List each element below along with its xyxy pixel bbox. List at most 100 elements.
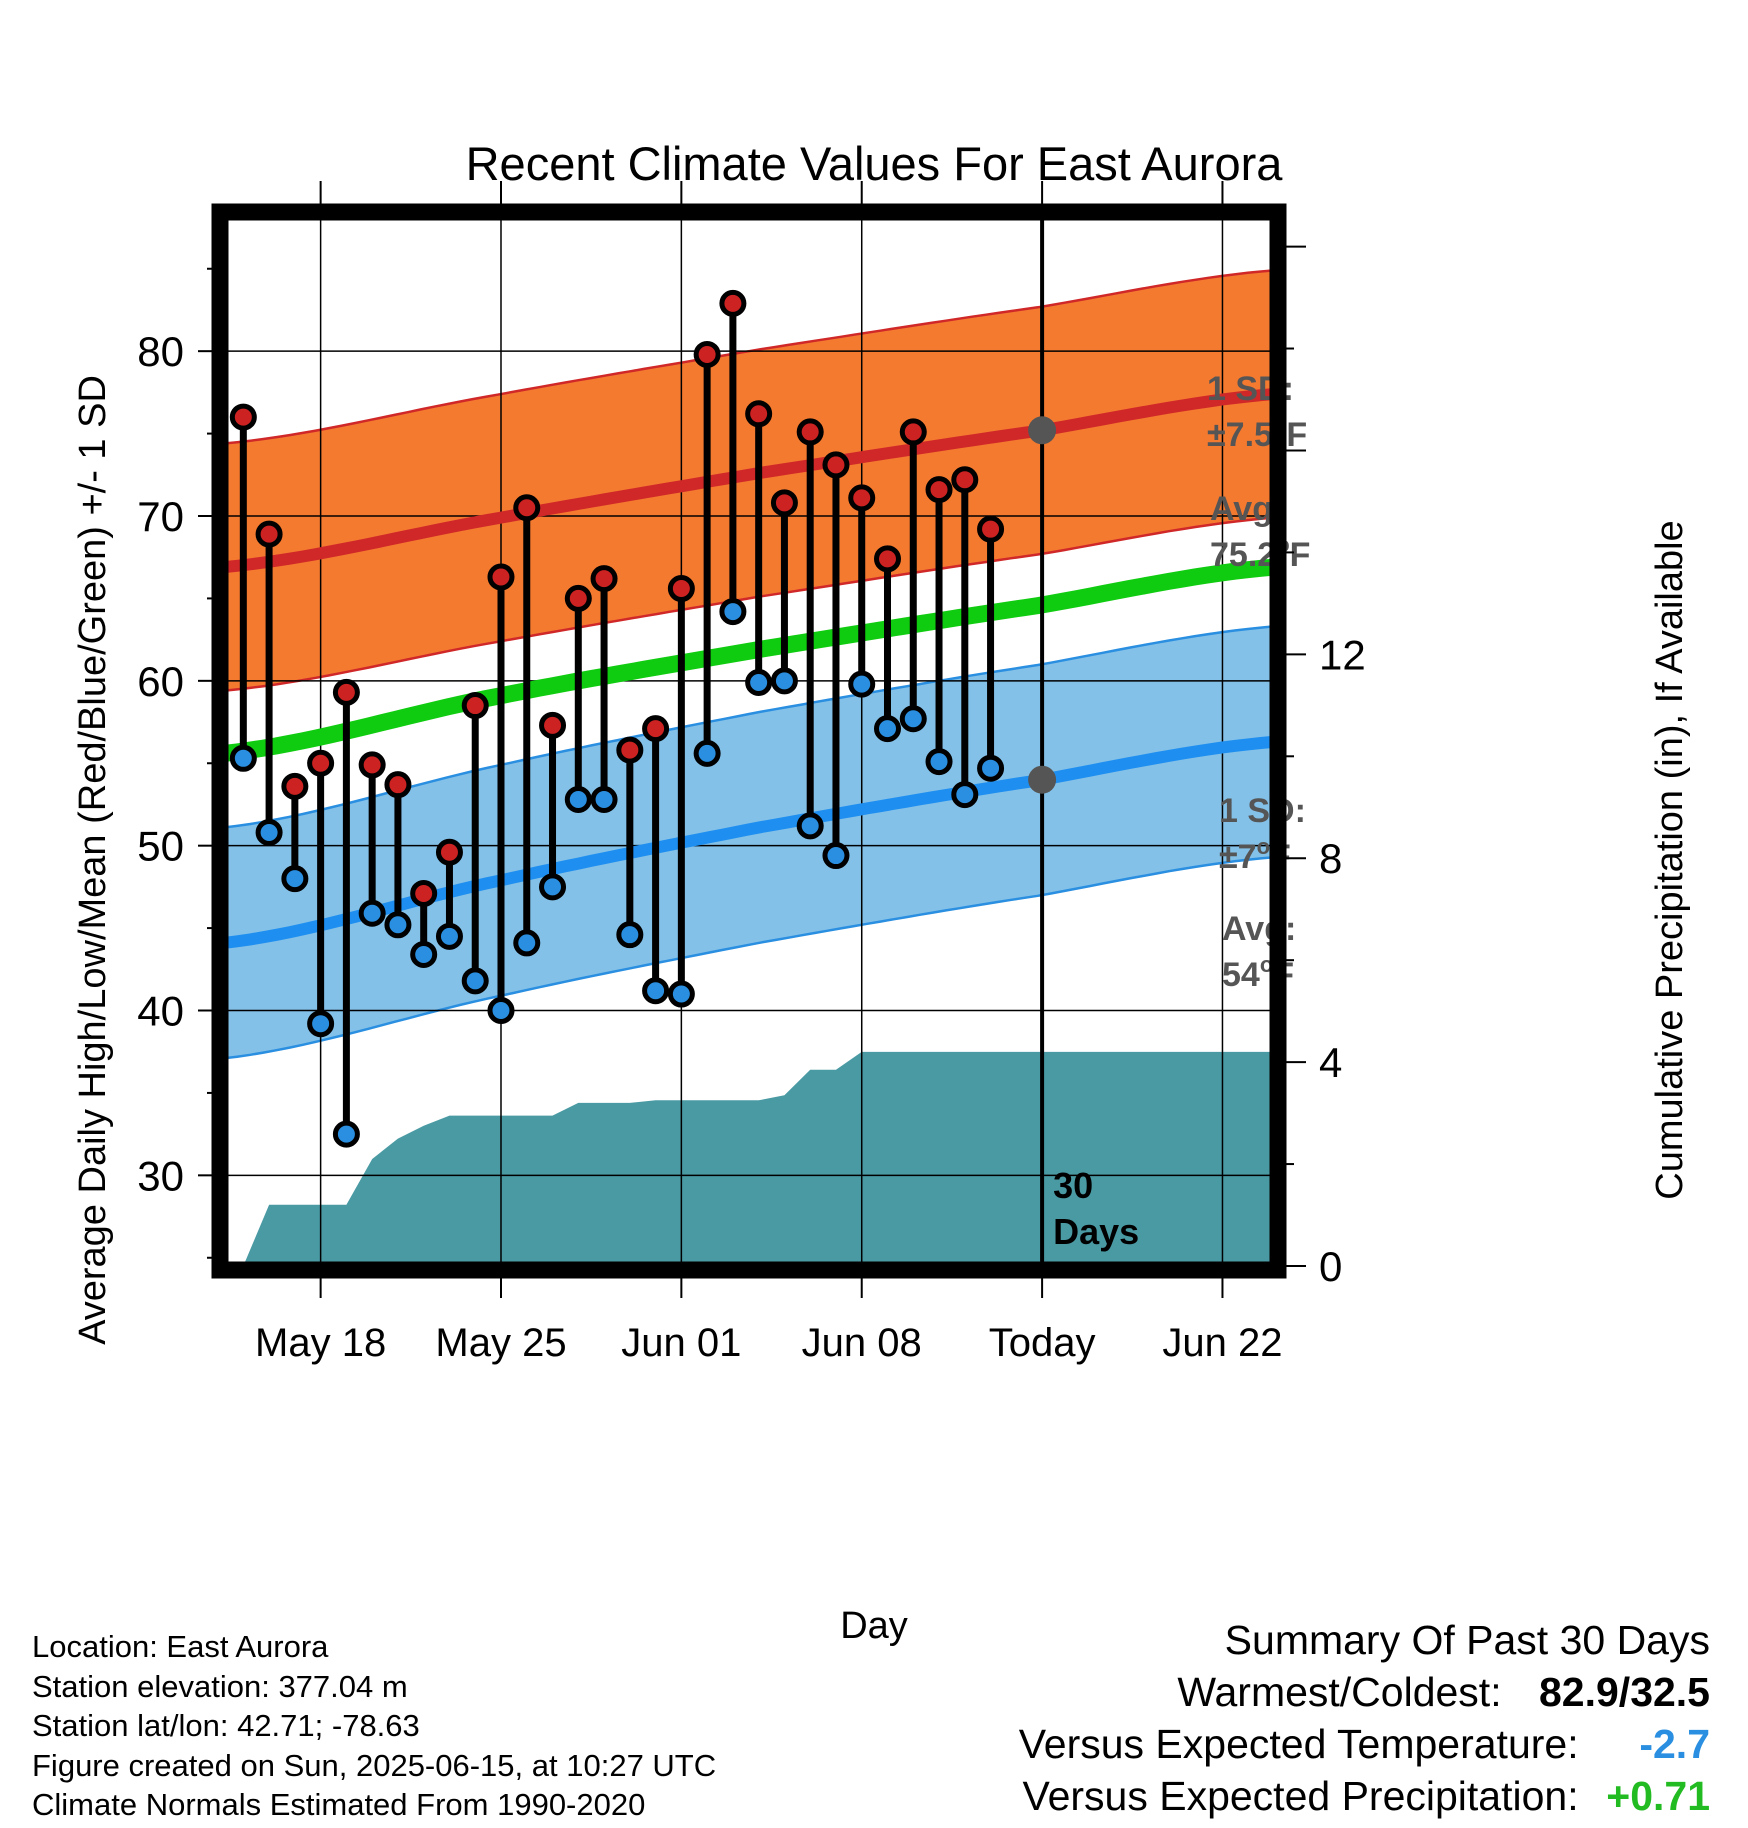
- summary-warmest-coldest: Warmest/Coldest: 82.9/32.5: [1019, 1666, 1710, 1718]
- normal-bands: [223, 269, 1275, 1060]
- daily-low-point: [590, 786, 618, 814]
- days-unit-label: Days: [1053, 1211, 1139, 1252]
- summary-precip-anomaly: Versus Expected Precipitation: +0.71: [1019, 1770, 1711, 1822]
- daily-low-point: [693, 739, 721, 767]
- x-tick-label: Jun 22: [1162, 1321, 1282, 1365]
- daily-low-point: [925, 748, 953, 776]
- daily-low-point: [873, 715, 901, 743]
- daily-high-point: [745, 400, 773, 428]
- x-tick-label: Jun 01: [621, 1321, 741, 1365]
- daily-high-point: [539, 711, 567, 739]
- daily-high-point: [384, 771, 412, 799]
- daily-high-point: [513, 494, 541, 522]
- daily-low-point: [255, 818, 283, 846]
- x-tick-label: May 18: [255, 1321, 386, 1365]
- plot-frame: [211, 203, 1287, 1279]
- x-tick-label: Jun 08: [802, 1321, 922, 1365]
- today-layer: 30 Days: [1028, 216, 1139, 1266]
- daily-high-point: [281, 772, 309, 800]
- daily-low-point: [822, 842, 850, 870]
- x-axis-label: Day: [840, 1605, 908, 1647]
- normals-period-text: Climate Normals Estimated From 1990-2020: [32, 1787, 646, 1822]
- days-count-label: 30: [1053, 1165, 1093, 1206]
- latlon-text: Station lat/lon: 42.71; -78.63: [32, 1708, 420, 1743]
- high-sd-band-lower-edge: [223, 516, 1275, 692]
- daily-high-point: [229, 403, 257, 431]
- chart-title: Recent Climate Values For East Aurora: [466, 137, 1284, 190]
- daily-low-point: [770, 667, 798, 695]
- daily-high-point: [642, 715, 670, 743]
- daily-low-point: [951, 781, 979, 809]
- summary-title: Summary Of Past 30 Days: [1224, 1617, 1710, 1663]
- low-sd-band-fill: [224, 626, 1274, 1059]
- today-low-avg-marker: [1028, 765, 1057, 794]
- daily-high-point: [822, 451, 850, 479]
- x-tick-label: May 25: [435, 1321, 566, 1365]
- y2-tick-label: 4: [1319, 1039, 1342, 1086]
- precip-anomaly-value: +0.71: [1606, 1773, 1710, 1819]
- warmest-coldest-label: Warmest/Coldest:: [1177, 1669, 1502, 1715]
- daily-high-point: [873, 545, 901, 573]
- daily-high-point: [616, 736, 644, 764]
- observations: [229, 289, 1005, 1148]
- y2-tick-label: 12: [1319, 631, 1366, 678]
- daily-low-point: [539, 873, 567, 901]
- daily-low-point: [616, 921, 644, 949]
- daily-low-point: [564, 786, 592, 814]
- high-avg-value: 75.2oF: [1210, 532, 1310, 574]
- axes: 30 40 50 60 70 80 0 4 8 12 May 18 May 25 Jun 01 Jun 0…: [137, 181, 1366, 1365]
- daily-low-point: [435, 922, 463, 950]
- summary-panel: Summary Of Past 30 Days Warmest/Coldest:…: [1019, 1614, 1710, 1822]
- y-tick-label: 30: [137, 1152, 184, 1199]
- daily-low-point: [719, 598, 747, 626]
- daily-low-point: [307, 1010, 335, 1038]
- daily-high-point: [487, 563, 515, 591]
- temp-anomaly-label: Versus Expected Temperature:: [1018, 1721, 1579, 1767]
- temp-anomaly-value: -2.7: [1639, 1721, 1710, 1767]
- normal-mean-line: [223, 558, 1275, 762]
- y2-tick-label: 8: [1319, 835, 1342, 882]
- high-sd-value: ±7.5oF: [1207, 412, 1307, 454]
- y2-tick-label: 0: [1319, 1243, 1342, 1290]
- daily-high-point: [435, 838, 463, 866]
- daily-low-point: [899, 705, 927, 733]
- low-sd-band-lower-edge: [223, 855, 1275, 1060]
- y2-axis-label: Cumulative Precipitation (in), If Availa…: [1649, 520, 1691, 1199]
- daily-high-point: [307, 749, 335, 777]
- daily-high-point: [693, 340, 721, 368]
- daily-high-point: [899, 418, 927, 446]
- daily-low-point: [229, 744, 257, 772]
- precip-anomaly-label: Versus Expected Precipitation:: [1022, 1773, 1579, 1819]
- daily-high-point: [564, 584, 592, 612]
- station-info: Location: East Aurora Station elevation:…: [32, 1627, 716, 1825]
- y-tick-label: 40: [137, 988, 184, 1035]
- y-tick-label: 70: [137, 493, 184, 540]
- daily-low-point: [977, 754, 1005, 782]
- summary-temp-anomaly: Versus Expected Temperature: -2.7: [1019, 1718, 1710, 1770]
- location-text: Location: East Aurora: [32, 1629, 329, 1664]
- daily-high-point: [951, 466, 979, 494]
- y-tick-label: 50: [137, 823, 184, 870]
- daily-low-point: [332, 1120, 360, 1148]
- daily-high-point: [332, 678, 360, 706]
- daily-low-point: [410, 940, 438, 968]
- daily-high-point: [770, 489, 798, 517]
- y-axis-label: Average Daily High/Low/Mean (Red/Blue/Gr…: [72, 375, 114, 1345]
- daily-low-point: [461, 967, 489, 995]
- x-tick-label: Today: [989, 1321, 1096, 1365]
- daily-low-point: [745, 668, 773, 696]
- daily-high-point: [667, 575, 695, 603]
- daily-low-point: [667, 980, 695, 1008]
- low-sd-label: 1 SD:: [1219, 792, 1306, 830]
- daily-low-point: [358, 899, 386, 927]
- daily-high-point: [461, 692, 489, 720]
- daily-high-point: [590, 565, 618, 593]
- daily-low-point: [796, 812, 824, 840]
- y-tick-label: 80: [137, 328, 184, 375]
- daily-high-point: [719, 289, 747, 317]
- today-high-avg-marker: [1028, 416, 1057, 445]
- daily-high-point: [255, 520, 283, 548]
- daily-low-point: [281, 865, 309, 893]
- daily-high-point: [848, 484, 876, 512]
